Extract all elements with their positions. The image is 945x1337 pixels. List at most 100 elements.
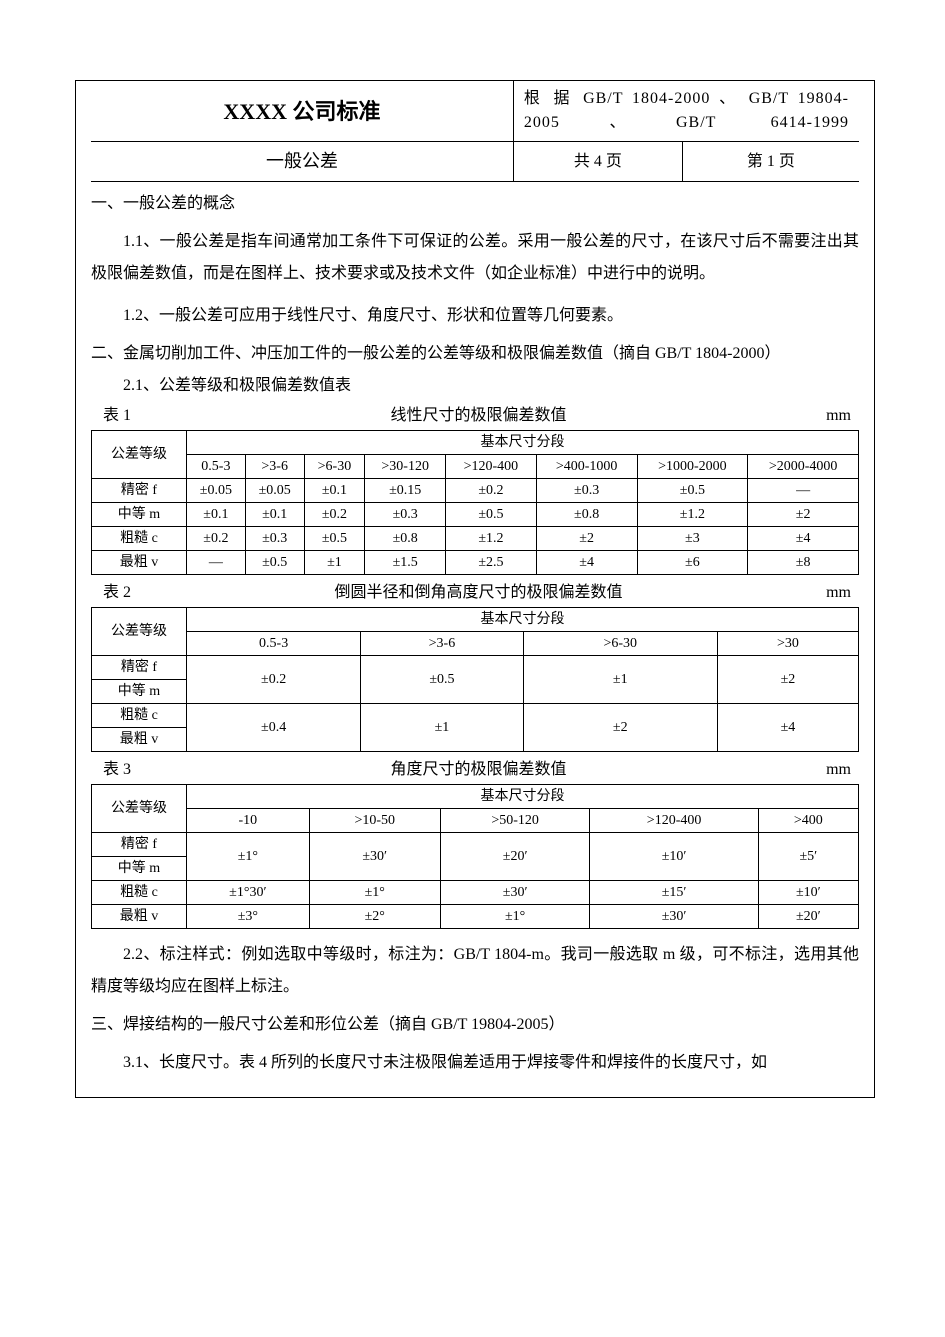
t3-cell: ±20′ (758, 905, 858, 929)
company-title: XXXX 公司标准 (91, 81, 513, 142)
table1-caption: 表 1 线性尺寸的极限偏差数值 mm (91, 404, 859, 428)
t1-cell: ±0.15 (365, 479, 446, 503)
t1-rowlabel: 粗糙 c (92, 527, 187, 551)
t3-grade-header: 公差等级 (92, 785, 187, 833)
t1-cell: ±0.8 (365, 527, 446, 551)
t1-grade-header: 公差等级 (92, 431, 187, 479)
t1-cell: ±8 (748, 551, 859, 575)
t3-cell: ±5′ (758, 833, 858, 881)
t2-cell: ±0.2 (187, 656, 361, 704)
t2-range: >6-30 (523, 632, 717, 656)
t1-range: 0.5-3 (187, 455, 246, 479)
table3: 公差等级 基本尺寸分段 -10 >10-50 >50-120 >120-400 … (91, 784, 859, 929)
t1-cell: ±0.1 (304, 479, 365, 503)
t2-range: 0.5-3 (187, 632, 361, 656)
t3-cell: ±1°30′ (187, 881, 310, 905)
t1-cell: ±0.8 (536, 503, 637, 527)
table3-unit: mm (826, 758, 859, 782)
section2-sub1: 2.1、公差等级和极限偏差数值表 (91, 374, 859, 398)
section1-heading: 一、一般公差的概念 (91, 192, 859, 216)
t1-cell: ±0.1 (187, 503, 246, 527)
t1-rowlabel: 最粗 v (92, 551, 187, 575)
t1-section-header: 基本尺寸分段 (187, 431, 859, 455)
section1-p2: 1.2、一般公差可应用于线性尺寸、角度尺寸、形状和位置等几何要素。 (91, 300, 859, 332)
t3-range: >50-120 (440, 809, 590, 833)
table1-unit: mm (826, 404, 859, 428)
t3-cell: ±30′ (309, 833, 440, 881)
t1-range: >30-120 (365, 455, 446, 479)
section2-p2: 2.2、标注样式：例如选取中等级时，标注为：GB/T 1804-m。我司一般选取… (91, 939, 859, 1003)
t1-cell: ±2.5 (446, 551, 537, 575)
t3-cell: ±2° (309, 905, 440, 929)
t1-cell: ±0.05 (245, 479, 304, 503)
t3-cell: ±1° (187, 833, 310, 881)
t1-cell: ±4 (748, 527, 859, 551)
t3-rowlabel: 中等 m (92, 857, 187, 881)
t1-range: >2000-4000 (748, 455, 859, 479)
t3-cell: ±1° (440, 905, 590, 929)
reference-standards: 根 据 GB/T 1804-2000 、 GB/T 19804-2005、GB/… (513, 81, 859, 142)
table3-title: 角度尺寸的极限偏差数值 (131, 758, 826, 782)
t3-cell: ±1° (309, 881, 440, 905)
section1-p1: 1.1、一般公差是指车间通常加工条件下可保证的公差。采用一般公差的尺寸，在该尺寸… (91, 226, 859, 290)
t2-section-header: 基本尺寸分段 (187, 608, 859, 632)
t1-cell: ±0.2 (446, 479, 537, 503)
t3-cell: ±30′ (440, 881, 590, 905)
t3-rowlabel: 粗糙 c (92, 881, 187, 905)
table1-title: 线性尺寸的极限偏差数值 (131, 404, 826, 428)
t2-cell: ±1 (523, 656, 717, 704)
t2-cell: ±4 (717, 704, 858, 752)
t2-cell: ±0.4 (187, 704, 361, 752)
t2-rowlabel: 精密 f (92, 656, 187, 680)
t3-range: >10-50 (309, 809, 440, 833)
t3-rowlabel: 最粗 v (92, 905, 187, 929)
t1-cell: ±0.5 (637, 479, 748, 503)
table3-caption: 表 3 角度尺寸的极限偏差数值 mm (91, 758, 859, 782)
current-page: 第 1 页 (682, 142, 859, 182)
t1-cell: ±3 (637, 527, 748, 551)
t1-cell: ±0.5 (446, 503, 537, 527)
t3-cell: ±10′ (590, 833, 758, 881)
t3-range: -10 (187, 809, 310, 833)
table3-label: 表 3 (91, 758, 131, 782)
t2-cell: ±1 (361, 704, 523, 752)
table2-unit: mm (826, 581, 859, 605)
page-frame: XXXX 公司标准 根 据 GB/T 1804-2000 、 GB/T 1980… (75, 80, 875, 1098)
t1-cell: ±0.1 (245, 503, 304, 527)
table1: 公差等级 基本尺寸分段 0.5-3 >3-6 >6-30 >30-120 >12… (91, 430, 859, 575)
t1-cell: ±1 (304, 551, 365, 575)
t1-range: >1000-2000 (637, 455, 748, 479)
t1-range: >6-30 (304, 455, 365, 479)
t3-range: >120-400 (590, 809, 758, 833)
t3-cell: ±10′ (758, 881, 858, 905)
t2-cell: ±2 (717, 656, 858, 704)
t3-section-header: 基本尺寸分段 (187, 785, 859, 809)
table2-label: 表 2 (91, 581, 131, 605)
t1-cell: ±1.2 (637, 503, 748, 527)
t1-cell: ±0.2 (304, 503, 365, 527)
section2-heading: 二、金属切削加工件、冲压加工件的一般公差的公差等级和极限偏差数值（摘自 GB/T… (91, 342, 859, 366)
t1-cell: ±2 (536, 527, 637, 551)
t1-cell: — (187, 551, 246, 575)
t1-range: >120-400 (446, 455, 537, 479)
table2: 公差等级 基本尺寸分段 0.5-3 >3-6 >6-30 >30 精密 f ±0… (91, 607, 859, 752)
t1-cell: ±0.3 (365, 503, 446, 527)
t1-cell: ±0.2 (187, 527, 246, 551)
t3-cell: ±20′ (440, 833, 590, 881)
header-table: XXXX 公司标准 根 据 GB/T 1804-2000 、 GB/T 1980… (91, 81, 859, 182)
t1-cell: ±4 (536, 551, 637, 575)
t2-rowlabel: 最粗 v (92, 728, 187, 752)
t1-cell: ±0.05 (187, 479, 246, 503)
t3-cell: ±15′ (590, 881, 758, 905)
section3-p1: 3.1、长度尺寸。表 4 所列的长度尺寸未注极限偏差适用于焊接零件和焊接件的长度… (91, 1047, 859, 1079)
t1-cell: ±0.5 (245, 551, 304, 575)
t2-cell: ±0.5 (361, 656, 523, 704)
t2-rowlabel: 粗糙 c (92, 704, 187, 728)
t1-cell: ±0.3 (536, 479, 637, 503)
t1-rowlabel: 精密 f (92, 479, 187, 503)
table2-caption: 表 2 倒圆半径和倒角高度尺寸的极限偏差数值 mm (91, 581, 859, 605)
doc-subtitle: 一般公差 (91, 142, 513, 182)
t3-cell: ±30′ (590, 905, 758, 929)
total-pages: 共 4 页 (513, 142, 682, 182)
t1-cell: ±0.3 (245, 527, 304, 551)
